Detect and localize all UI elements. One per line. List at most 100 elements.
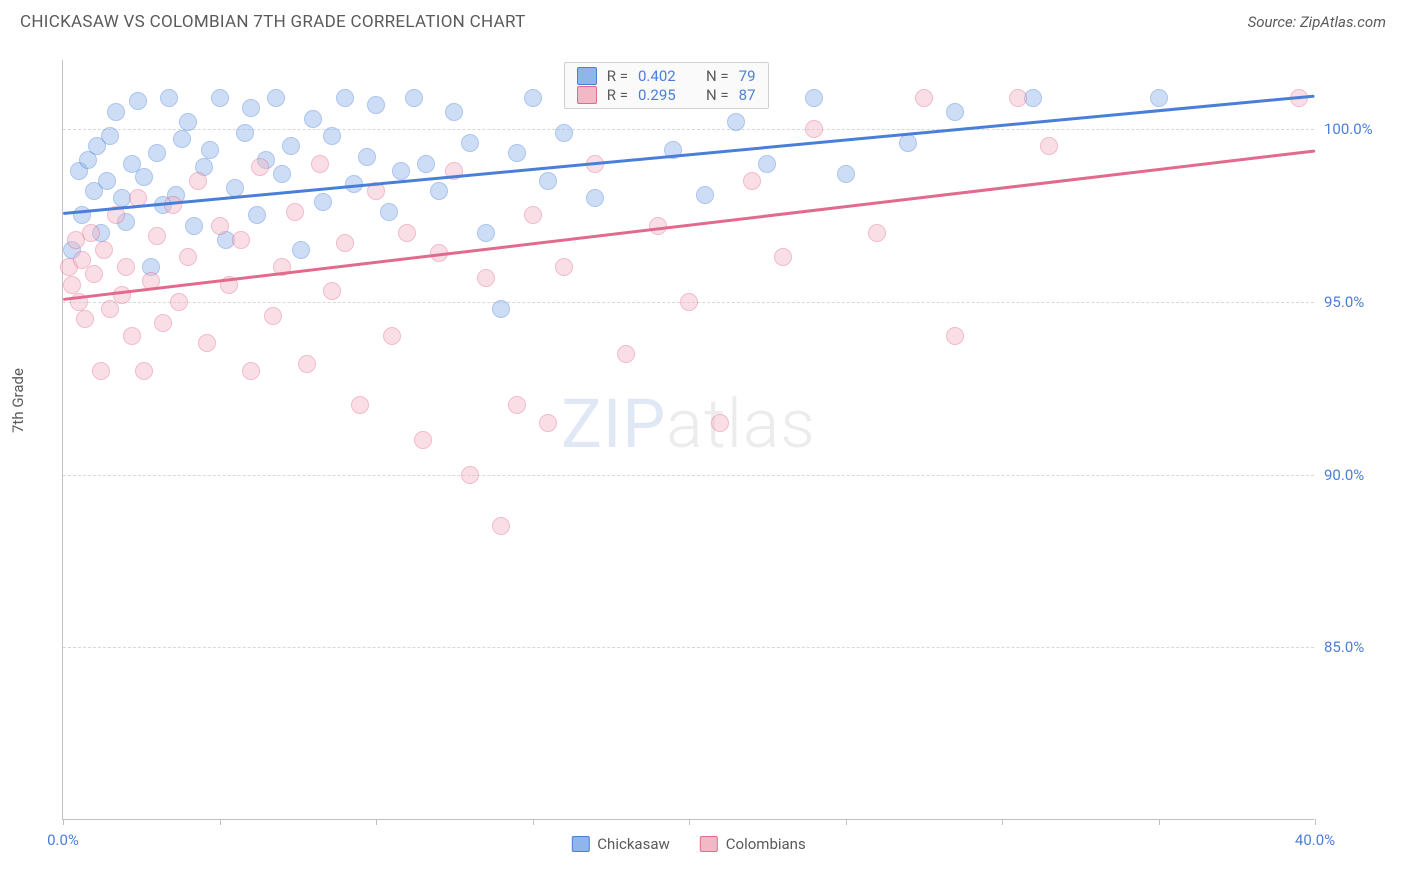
n-label: N = — [706, 86, 729, 104]
data-point — [242, 362, 260, 380]
data-point — [92, 362, 110, 380]
watermark-part1: ZIP — [561, 384, 666, 464]
data-point — [1024, 89, 1042, 107]
y-tick-label: 85.0% — [1324, 638, 1388, 656]
x-tick — [689, 819, 690, 825]
data-point — [179, 113, 197, 131]
data-point — [1040, 137, 1058, 155]
data-point — [539, 172, 557, 190]
legend-swatch — [577, 86, 597, 104]
data-point — [117, 258, 135, 276]
data-point — [311, 155, 329, 173]
data-point — [367, 96, 385, 114]
data-point — [304, 110, 322, 128]
data-point — [248, 206, 266, 224]
data-point — [508, 396, 526, 414]
data-point — [477, 224, 495, 242]
data-point — [135, 362, 153, 380]
data-point — [242, 99, 260, 117]
data-point — [711, 414, 729, 432]
x-tick — [846, 819, 847, 825]
r-label: R = — [607, 67, 628, 85]
plot-area: ZIPatlas 85.0%90.0%95.0%100.0%0.0%40.0%R… — [62, 60, 1314, 820]
data-point — [805, 89, 823, 107]
y-tick-label: 90.0% — [1324, 466, 1388, 484]
data-point — [286, 203, 304, 221]
data-point — [148, 227, 166, 245]
data-point — [405, 89, 423, 107]
data-point — [445, 103, 463, 121]
chart-source: Source: ZipAtlas.com — [1248, 13, 1386, 31]
data-point — [170, 293, 188, 311]
data-point — [358, 148, 376, 166]
n-value: 79 — [739, 67, 756, 85]
data-point — [1009, 89, 1027, 107]
data-point — [101, 300, 119, 318]
grid-line — [63, 475, 1314, 476]
data-point — [107, 103, 125, 121]
data-point — [680, 293, 698, 311]
data-point — [727, 113, 745, 131]
x-tick-label: 0.0% — [47, 831, 79, 849]
data-point — [743, 172, 761, 190]
x-tick — [1002, 819, 1003, 825]
data-point — [392, 162, 410, 180]
legend-label: Chickasaw — [597, 835, 669, 853]
series-legend: ChickasawColombians — [571, 835, 805, 853]
x-tick-label: 40.0% — [1295, 831, 1335, 849]
data-point — [135, 168, 153, 186]
data-point — [508, 144, 526, 162]
x-tick — [63, 819, 64, 825]
data-point — [336, 89, 354, 107]
data-point — [273, 165, 291, 183]
data-point — [696, 186, 714, 204]
data-point — [282, 137, 300, 155]
data-point — [314, 193, 332, 211]
data-point — [251, 158, 269, 176]
data-point — [524, 206, 542, 224]
data-point — [98, 172, 116, 190]
chart-header: CHICKASAW VS COLOMBIAN 7TH GRADE CORRELA… — [0, 0, 1406, 40]
correlation-legend: R =0.402N =79R =0.295N =87 — [564, 62, 769, 109]
data-point — [617, 345, 635, 363]
data-point — [226, 179, 244, 197]
data-point — [758, 155, 776, 173]
data-point — [164, 196, 182, 214]
data-point — [82, 224, 100, 242]
trend-line — [63, 150, 1315, 301]
data-point — [63, 276, 81, 294]
legend-swatch — [577, 67, 597, 85]
r-label: R = — [607, 86, 628, 104]
chart-title: CHICKASAW VS COLOMBIAN 7TH GRADE CORRELA… — [20, 12, 526, 32]
data-point — [868, 224, 886, 242]
data-point — [113, 286, 131, 304]
data-point — [160, 89, 178, 107]
r-value: 0.295 — [638, 86, 688, 104]
data-point — [899, 134, 917, 152]
r-value: 0.402 — [638, 67, 688, 85]
legend-row: R =0.295N =87 — [577, 86, 756, 104]
data-point — [76, 310, 94, 328]
data-point — [837, 165, 855, 183]
data-point — [198, 334, 216, 352]
y-axis-label: 7th Grade — [9, 368, 27, 433]
data-point — [524, 89, 542, 107]
data-point — [555, 124, 573, 142]
data-point — [946, 327, 964, 345]
x-tick — [376, 819, 377, 825]
data-point — [461, 466, 479, 484]
data-point — [430, 182, 448, 200]
data-point — [461, 134, 479, 152]
data-point — [264, 307, 282, 325]
data-point — [336, 234, 354, 252]
data-point — [351, 396, 369, 414]
data-point — [492, 300, 510, 318]
data-point — [492, 517, 510, 535]
chart-container: 7th Grade ZIPatlas 85.0%90.0%95.0%100.0%… — [48, 48, 1388, 840]
data-point — [129, 92, 147, 110]
x-tick — [1159, 819, 1160, 825]
data-point — [586, 189, 604, 207]
data-point — [236, 124, 254, 142]
data-point — [123, 327, 141, 345]
data-point — [148, 144, 166, 162]
